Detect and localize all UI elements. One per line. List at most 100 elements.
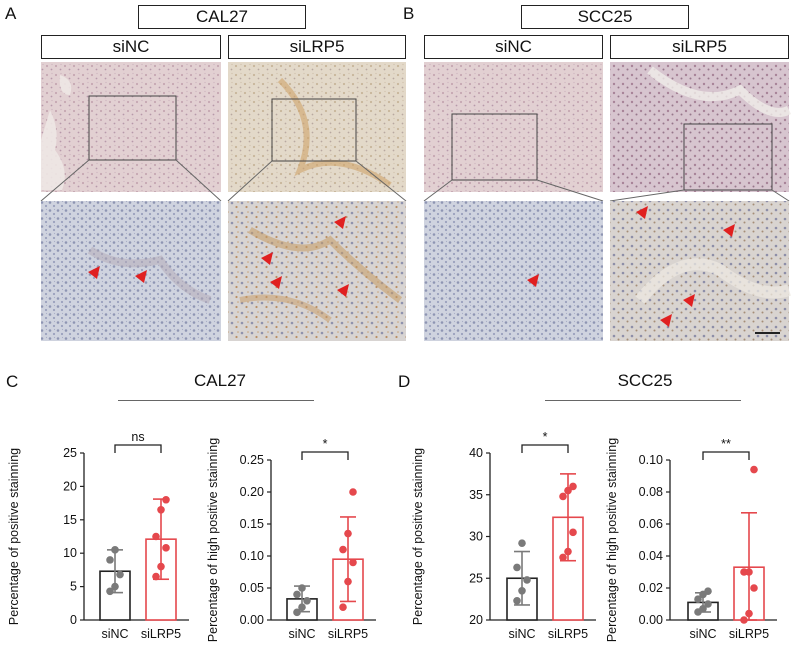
data-point bbox=[298, 603, 306, 611]
data-point bbox=[157, 562, 165, 571]
y-tick-label: 5 bbox=[70, 580, 77, 594]
chart-c-high-positive: 0.00 0.05 0.10 0.15 0.20 0.25 Percentage of hi… bbox=[206, 437, 376, 642]
data-point bbox=[740, 616, 748, 624]
y-tick-label: 40 bbox=[469, 446, 483, 460]
panel-b-silrp5-label: siLRP5 bbox=[610, 35, 789, 59]
data-point bbox=[349, 488, 357, 496]
zoom-box-b-sinc bbox=[451, 113, 538, 181]
chart-c-positive: 0 5 10 15 20 25 Percentage of positive stainni… bbox=[7, 430, 189, 641]
data-point bbox=[152, 572, 160, 581]
arrow-icon bbox=[261, 252, 273, 265]
y-axis-label: Percentage of positive stainning bbox=[7, 448, 21, 625]
data-point bbox=[704, 600, 712, 608]
image-b-silrp5-zoom bbox=[610, 201, 789, 341]
red-arrow-markers bbox=[88, 206, 735, 327]
data-point bbox=[349, 558, 357, 567]
arrow-icon bbox=[270, 276, 282, 289]
panel-a-title-box: CAL27 bbox=[138, 5, 306, 29]
micrographs bbox=[40, 62, 792, 341]
data-point bbox=[339, 603, 347, 611]
data-point bbox=[518, 586, 526, 595]
panel-c-title: CAL27 bbox=[194, 371, 246, 390]
zoom-box-a-silrp5 bbox=[271, 98, 357, 162]
data-point bbox=[569, 528, 577, 537]
zoom-box-a-sinc bbox=[88, 95, 177, 161]
data-point bbox=[750, 584, 758, 592]
panel-b-title-box: SCC25 bbox=[521, 5, 689, 29]
arrow-icon bbox=[334, 216, 346, 229]
y-axis-label: Percentage of high positive stainning bbox=[605, 438, 619, 642]
significance-bracket bbox=[114, 444, 162, 453]
data-point bbox=[745, 568, 753, 576]
data-point bbox=[704, 587, 712, 595]
data-point bbox=[569, 482, 577, 491]
panel-d-title: SCC25 bbox=[617, 371, 673, 390]
y-tick-label: 25 bbox=[469, 571, 483, 585]
data-point bbox=[564, 547, 572, 556]
panel-letter-c: C bbox=[6, 372, 19, 391]
data-point bbox=[699, 605, 707, 613]
y-tick-label: 0 bbox=[70, 613, 77, 627]
arrow-icon bbox=[135, 270, 147, 283]
x-tick-label: siLRP5 bbox=[548, 627, 588, 641]
data-point bbox=[293, 590, 301, 599]
data-point bbox=[339, 545, 347, 554]
arrow-icon bbox=[723, 224, 735, 237]
x-tick-label: siNC bbox=[689, 627, 716, 641]
y-tick-label: 0.25 bbox=[240, 453, 264, 467]
y-tick-label: 0.10 bbox=[240, 549, 264, 563]
y-tick-label: 0.15 bbox=[240, 517, 264, 531]
data-point bbox=[111, 546, 119, 554]
chart-d-high-positive: 0.00 0.02 0.04 0.06 0.08 0.10 Percentage of hi… bbox=[605, 437, 777, 642]
data-point bbox=[344, 529, 352, 538]
data-point bbox=[694, 595, 702, 603]
data-point bbox=[518, 539, 526, 547]
panel-letter-a: A bbox=[5, 4, 17, 23]
data-point bbox=[106, 556, 114, 564]
data-point bbox=[293, 608, 301, 617]
image-b-sinc-overview bbox=[424, 62, 603, 192]
data-point bbox=[162, 495, 170, 504]
image-a-silrp5-overview bbox=[228, 62, 406, 192]
y-axis-label: Percentage of high positive stainning bbox=[206, 438, 220, 642]
data-point bbox=[344, 577, 352, 586]
y-tick-label: 20 bbox=[63, 479, 77, 493]
zoom-box-b-silrp5 bbox=[683, 123, 773, 191]
y-tick-label: 0.08 bbox=[639, 485, 663, 499]
y-tick-label: 0.02 bbox=[639, 581, 663, 595]
panel-c-title-rule bbox=[118, 400, 314, 401]
panel-d-title-rule bbox=[545, 400, 741, 401]
y-tick-label: 0.10 bbox=[639, 453, 663, 467]
panel-letter-d: D bbox=[398, 372, 411, 391]
data-point bbox=[116, 570, 124, 579]
arrow-icon bbox=[660, 314, 672, 327]
y-tick-label: 0.06 bbox=[639, 517, 663, 531]
arrow-icon bbox=[88, 266, 100, 279]
significance-label: * bbox=[323, 437, 328, 451]
data-point bbox=[559, 553, 567, 562]
panel-a-silrp5-label: siLRP5 bbox=[228, 35, 406, 59]
data-point bbox=[564, 486, 572, 495]
data-point bbox=[303, 597, 311, 605]
significance-label: ns bbox=[131, 430, 144, 444]
y-axis-label: Percentage of positive stainning bbox=[411, 448, 425, 625]
data-point bbox=[513, 596, 521, 605]
significance-bracket bbox=[521, 444, 569, 453]
y-tick-label: 0.05 bbox=[240, 581, 264, 595]
x-tick-label: siNC bbox=[101, 627, 128, 641]
significance-bracket bbox=[702, 451, 750, 460]
y-tick-label: 15 bbox=[63, 513, 77, 527]
y-tick-label: 0.20 bbox=[240, 485, 264, 499]
x-tick-label: siNC bbox=[288, 627, 315, 641]
data-point bbox=[513, 563, 521, 572]
image-a-sinc-zoom bbox=[41, 201, 221, 341]
x-tick-label: siLRP5 bbox=[141, 627, 181, 641]
data-point bbox=[745, 609, 753, 618]
image-a-silrp5-zoom bbox=[228, 201, 406, 341]
x-tick-label: siLRP5 bbox=[328, 627, 368, 641]
panel-a-sinc-label: siNC bbox=[41, 35, 221, 59]
y-tick-label: 0.04 bbox=[639, 549, 663, 563]
image-a-sinc-overview bbox=[41, 62, 221, 192]
panel-letter-b: B bbox=[403, 4, 415, 23]
data-point bbox=[162, 544, 170, 552]
